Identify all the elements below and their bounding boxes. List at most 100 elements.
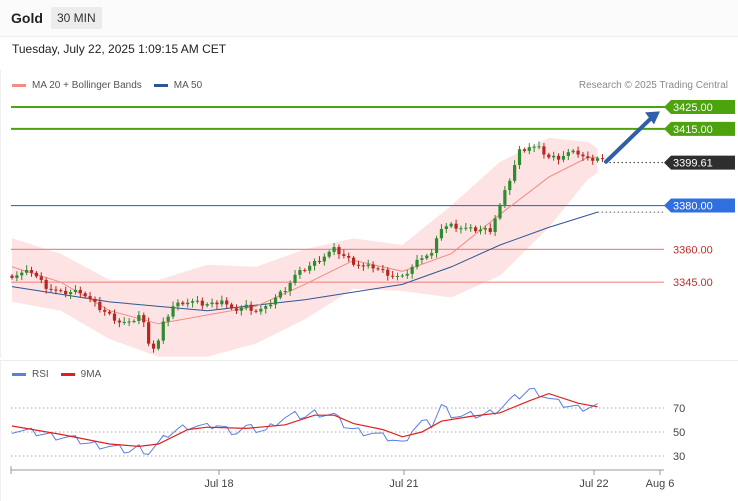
candle-body: [508, 180, 512, 191]
candle-body: [244, 304, 248, 308]
current-price-tag: [664, 155, 735, 170]
level-label-0: 3425.00: [673, 102, 713, 114]
candle-body: [278, 291, 282, 298]
ma20-swatch: [12, 84, 26, 87]
rsi-legend: RSI 9MA: [12, 369, 113, 380]
candle-body: [59, 290, 63, 292]
candle-body: [112, 313, 117, 321]
candle-body: [25, 270, 29, 273]
candle-body: [371, 264, 375, 269]
candle-body: [561, 155, 566, 160]
credit-text: Research © 2025 Trading Central: [578, 80, 728, 91]
candle-body: [64, 290, 68, 295]
candle-body: [376, 268, 380, 270]
candle-body: [420, 258, 424, 260]
timeframe-button[interactable]: 30 MIN: [51, 7, 102, 29]
rsi-panel: [0, 360, 738, 501]
rsi-line: [11, 387, 598, 455]
candle-body: [44, 279, 48, 289]
candle-body: [488, 228, 492, 232]
candle-body: [166, 316, 170, 322]
level-tag-1: [664, 121, 735, 136]
candle-body: [478, 229, 483, 232]
candle-body: [176, 302, 180, 307]
top-bar: Gold 30 MIN: [0, 0, 738, 37]
symbol-title: Gold: [11, 10, 43, 26]
candle-body: [200, 300, 204, 306]
candle-body: [15, 275, 19, 278]
main-legend: MA 20 + Bollinger Bands MA 50: [12, 80, 214, 91]
candle-body: [405, 273, 409, 276]
candle-body: [259, 308, 263, 312]
candle-body: [54, 289, 58, 291]
candle-body: [474, 227, 478, 232]
candle-body: [513, 165, 517, 181]
candle-body: [391, 275, 395, 277]
candle-body: [137, 315, 141, 321]
candle-body: [352, 257, 356, 265]
candle-body: [239, 307, 243, 311]
candle-body: [142, 315, 146, 323]
candle-body: [327, 251, 331, 257]
rsi-ma-line: [11, 392, 598, 448]
timestamp: Tuesday, July 22, 2025 1:09:15 AM CET: [12, 42, 227, 56]
candle-body: [415, 259, 419, 267]
candle-body: [556, 155, 561, 160]
level-tag-0: [664, 100, 735, 114]
forecast-arrow-shaft: [604, 113, 656, 164]
candle-body: [498, 204, 502, 219]
candle-body: [444, 226, 448, 229]
legend-ma50: MA 50: [173, 80, 203, 91]
candle-body: [361, 265, 365, 267]
candle-body: [522, 149, 526, 151]
candle-body: [156, 340, 160, 349]
candle-body: [230, 304, 234, 309]
candle-body: [269, 304, 273, 307]
candle-body: [439, 228, 444, 239]
level-label-1: 3415.00: [673, 124, 713, 136]
candle-body: [93, 298, 97, 302]
candle-body: [83, 293, 87, 297]
rsi-tick-label: 30: [673, 451, 685, 463]
candle-body: [532, 146, 536, 148]
candle-body: [103, 310, 107, 312]
rsi-tick-label: 50: [673, 427, 685, 439]
candle-body: [161, 321, 165, 341]
candle-body: [293, 274, 297, 283]
candle-body: [395, 275, 400, 277]
candle-body: [39, 276, 43, 280]
candles-group: [10, 141, 605, 353]
ma20-line: [11, 156, 598, 325]
candle-body: [195, 300, 200, 302]
rsi-ma-swatch: [60, 373, 75, 376]
candle-body: [288, 282, 292, 292]
candle-body: [49, 288, 53, 290]
forecast-arrow-head: [645, 111, 660, 125]
candle-body: [322, 256, 326, 262]
candle-body: [356, 264, 361, 266]
candle-body: [386, 269, 390, 276]
candle-body: [547, 154, 551, 158]
ma50-line: [11, 211, 598, 312]
candle-body: [576, 150, 580, 155]
candle-body: [225, 300, 229, 305]
candle-body: [298, 270, 302, 275]
candle-body: [454, 223, 458, 229]
candle-body: [312, 260, 317, 266]
candle-body: [254, 310, 258, 312]
candle-body: [264, 306, 268, 309]
candle-body: [596, 158, 600, 161]
candle-body: [503, 190, 507, 205]
candle-body: [108, 311, 112, 314]
candle-body: [205, 304, 209, 306]
rsi-swatch: [12, 373, 26, 376]
candle-body: [430, 252, 434, 256]
x-tick-label: Jul 22: [579, 478, 608, 490]
candle-body: [273, 297, 278, 305]
x-tick-label: Aug 6: [646, 478, 675, 490]
level-label-4: 3345.00: [673, 277, 713, 289]
candle-body: [34, 272, 38, 277]
candle-body: [542, 146, 546, 155]
candle-body: [459, 228, 463, 230]
legend-rsi-ma: 9MA: [80, 369, 102, 380]
